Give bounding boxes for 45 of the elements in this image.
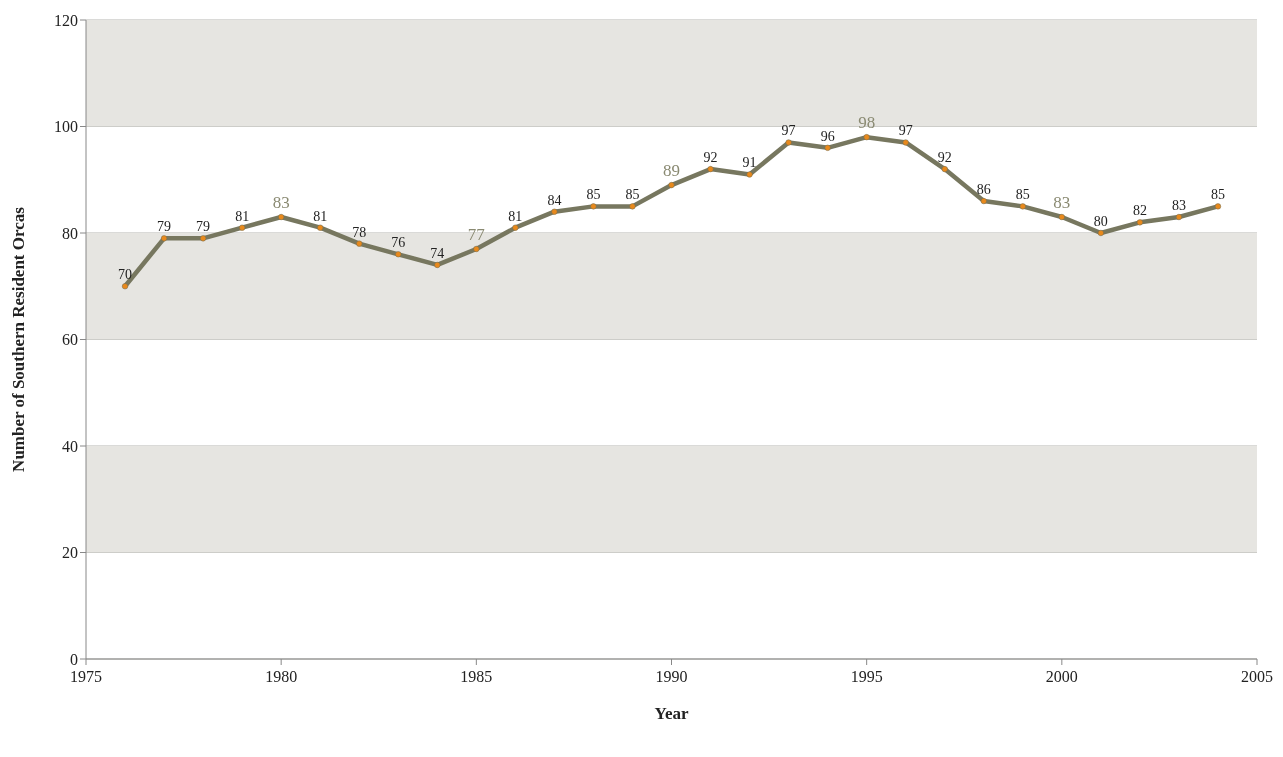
data-label: 92 bbox=[937, 150, 952, 166]
data-label: 96 bbox=[820, 128, 835, 144]
data-label: 83 bbox=[1053, 193, 1071, 213]
data-label: 80 bbox=[1093, 214, 1108, 229]
data-label: 86 bbox=[976, 182, 991, 198]
data-label: 92 bbox=[703, 150, 718, 166]
x-tick-label: 1980 bbox=[265, 668, 298, 686]
data-label: 85 bbox=[586, 187, 601, 203]
data-label: 81 bbox=[313, 208, 328, 224]
data-label: 97 bbox=[898, 123, 913, 139]
data-label: 89 bbox=[663, 161, 680, 181]
y-tick-label: 40 bbox=[62, 437, 78, 455]
data-label: 81 bbox=[508, 208, 523, 224]
data-label: 74 bbox=[430, 245, 445, 261]
data-label: 70 bbox=[118, 267, 133, 283]
y-tick-label: 120 bbox=[54, 11, 78, 29]
data-label: 85 bbox=[1210, 187, 1225, 203]
y-tick-label: 20 bbox=[62, 544, 78, 562]
data-label: 97 bbox=[781, 123, 796, 139]
data-label: 79 bbox=[157, 219, 172, 235]
data-label: 91 bbox=[742, 155, 757, 171]
data-label: 83 bbox=[1171, 198, 1186, 214]
x-tick-label: 1995 bbox=[850, 668, 883, 686]
x-tick-label: 2000 bbox=[1045, 668, 1078, 686]
y-tick-label: 60 bbox=[62, 331, 78, 349]
y-tick-label: 0 bbox=[70, 650, 78, 668]
data-label: 85 bbox=[1015, 187, 1030, 203]
data-label: 77 bbox=[467, 224, 486, 244]
data-label: 85 bbox=[625, 187, 640, 203]
data-label: 84 bbox=[547, 192, 562, 208]
x-axis-title: Year bbox=[654, 704, 689, 723]
data-label: 98 bbox=[858, 113, 876, 133]
data-label: 81 bbox=[235, 208, 250, 224]
y-tick-label: 100 bbox=[54, 118, 78, 136]
x-tick-label: 1985 bbox=[460, 668, 493, 686]
y-tick-label: 80 bbox=[62, 224, 78, 242]
data-label: 83 bbox=[272, 193, 290, 213]
data-label: 82 bbox=[1132, 203, 1147, 219]
x-tick-label: 1975 bbox=[70, 668, 102, 686]
x-tick-label: 2005 bbox=[1241, 668, 1273, 686]
data-label: 76 bbox=[391, 235, 406, 251]
data-label: 78 bbox=[352, 224, 367, 240]
y-axis-title: Number of Southern Resident Orcas bbox=[9, 206, 29, 472]
x-tick-label: 1990 bbox=[655, 668, 688, 686]
data-label: 79 bbox=[196, 219, 211, 235]
